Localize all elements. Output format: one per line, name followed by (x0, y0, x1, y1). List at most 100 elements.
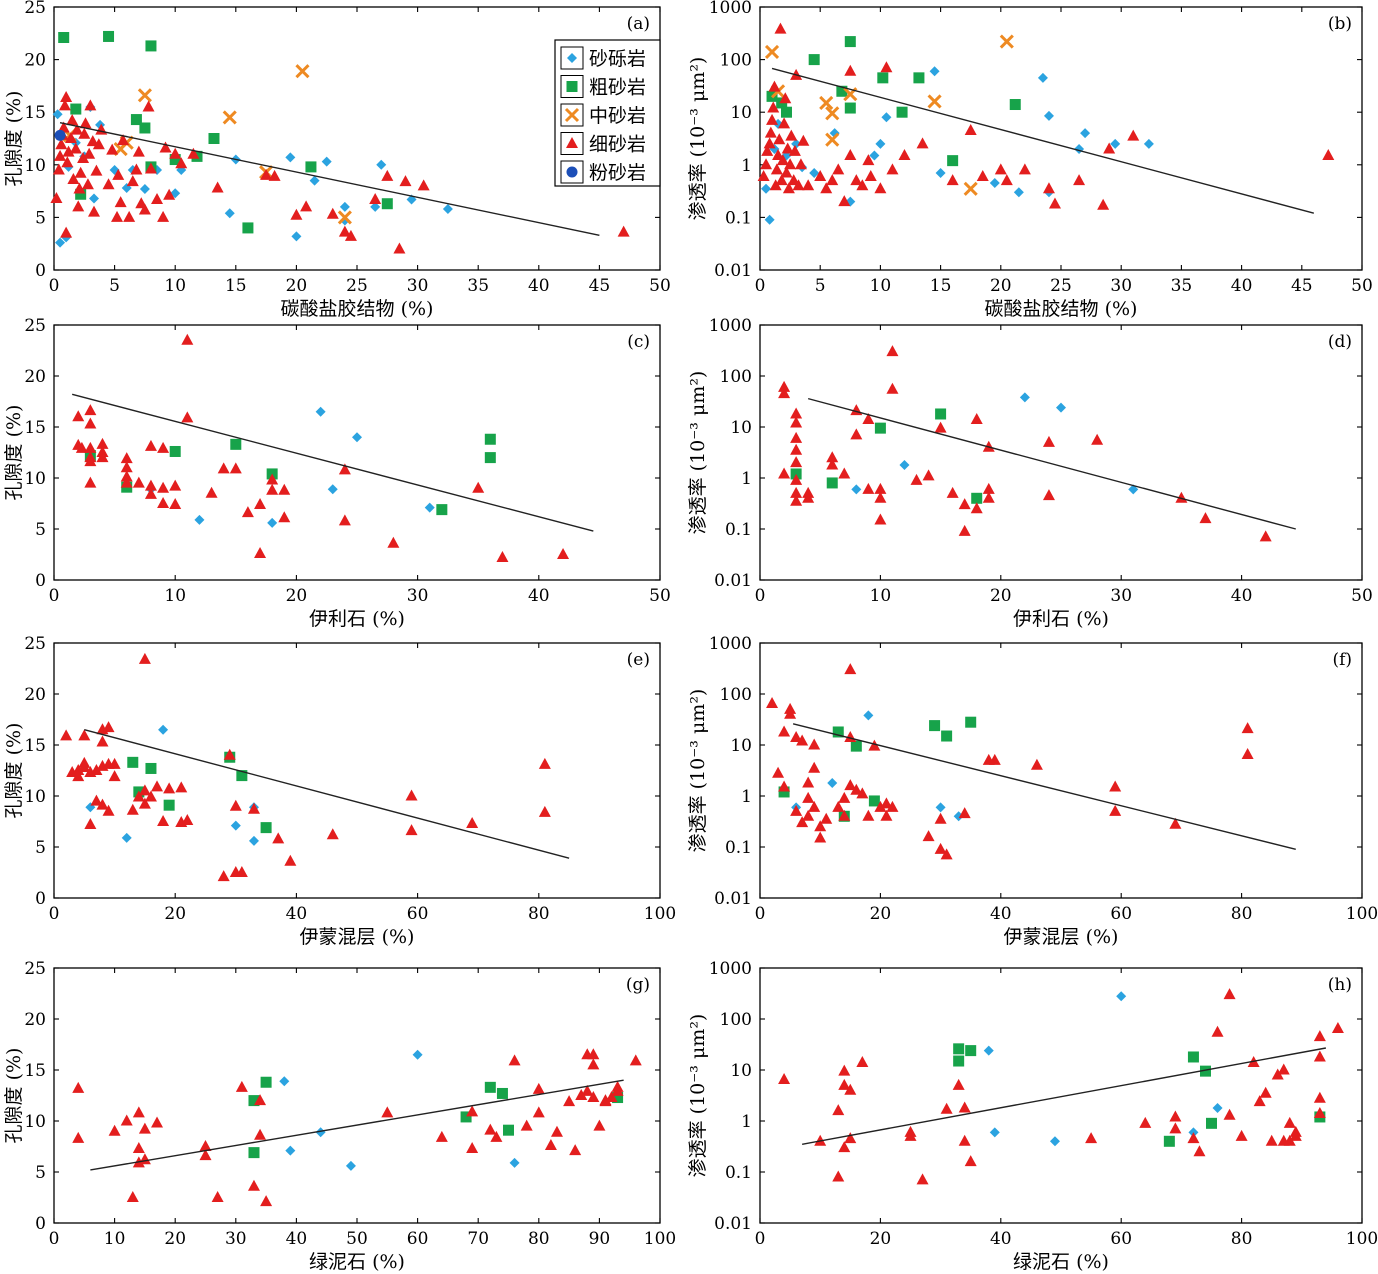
y-tick-label: 20 (24, 685, 46, 705)
data-point (272, 832, 285, 844)
data-point (300, 200, 313, 212)
data-point (934, 842, 947, 854)
data-point (295, 64, 310, 79)
data-point (832, 1170, 845, 1182)
data-point (96, 735, 109, 747)
data-point (285, 1145, 296, 1156)
data-point (790, 416, 803, 428)
data-point (229, 462, 242, 474)
data-point (544, 1138, 557, 1150)
data-point (792, 179, 805, 191)
y-tick-label: 25 (24, 634, 46, 654)
data-point (778, 117, 791, 129)
x-tick-label: 20 (164, 904, 186, 924)
data-point (1313, 1107, 1326, 1119)
data-point (970, 413, 983, 425)
data-point (290, 208, 303, 220)
data-point (779, 92, 792, 104)
data-point (941, 730, 953, 742)
data-point (132, 1106, 145, 1118)
x-tick-label: 40 (528, 276, 550, 296)
data-point (92, 138, 105, 150)
data-point (1187, 1132, 1200, 1144)
data-point (175, 781, 188, 793)
data-point (958, 1134, 971, 1146)
data-point (254, 498, 267, 510)
data-point (953, 1055, 965, 1067)
y-tick-label: 100 (720, 685, 752, 705)
x-tick-label: 40 (990, 904, 1012, 924)
x-tick-label: 15 (225, 276, 247, 296)
data-point (832, 163, 845, 175)
data-point (424, 502, 435, 513)
x-axis-label: 绿泥石 (%) (1013, 1251, 1109, 1273)
data-point (284, 854, 297, 866)
data-point (57, 121, 70, 133)
data-point (138, 1153, 151, 1165)
data-point (958, 498, 971, 510)
data-point (808, 54, 820, 66)
data-point (75, 188, 87, 200)
data-point (791, 138, 802, 149)
data-point (126, 803, 139, 815)
y-tick-label: 25 (24, 316, 46, 336)
legend-label: 粉砂岩 (589, 162, 646, 184)
data-point (1313, 1050, 1326, 1062)
data-point (1241, 722, 1254, 734)
data-point (1211, 1025, 1224, 1037)
data-point (163, 188, 176, 200)
data-point (838, 791, 851, 803)
data-point (169, 147, 182, 159)
x-tick-label: 50 (346, 1229, 368, 1249)
y-tick-label: 20 (24, 367, 46, 387)
data-point (248, 1095, 260, 1107)
data-point (778, 1073, 791, 1085)
data-point (934, 421, 947, 433)
data-point (1193, 1145, 1206, 1157)
data-point (132, 790, 145, 802)
data-point (496, 551, 509, 563)
x-tick-label: 50 (649, 586, 671, 606)
data-point (886, 163, 899, 175)
data-point (934, 812, 947, 824)
data-point (844, 102, 856, 114)
data-point (1223, 1108, 1236, 1120)
data-point (880, 797, 893, 809)
data-point (102, 804, 115, 816)
data-point (235, 1080, 248, 1092)
data-point (520, 1119, 533, 1131)
y-tick-label: 100 (720, 51, 752, 71)
data-point (958, 1101, 971, 1113)
panel-tag: (g) (626, 975, 650, 995)
data-point (484, 433, 496, 445)
y-axis-label: 渗透率 (10⁻³ μm²) (687, 1014, 709, 1178)
data-point (120, 470, 133, 482)
data-point (291, 231, 302, 242)
data-point (1019, 392, 1030, 403)
series-砂砾岩 (983, 991, 1223, 1147)
data-point (60, 226, 73, 238)
x-tick-label: 100 (1346, 904, 1378, 924)
data-point (881, 112, 892, 123)
data-point (1013, 187, 1024, 198)
data-point (874, 182, 887, 194)
plot-frame (759, 324, 1363, 581)
x-tick-label: 0 (755, 904, 766, 924)
series-细砂岩 (50, 90, 630, 254)
data-point (1037, 72, 1048, 83)
data-point (1127, 129, 1140, 141)
data-point (898, 149, 911, 161)
y-tick-label: 1000 (709, 316, 752, 336)
data-point (904, 1125, 917, 1137)
data-point (790, 731, 803, 743)
data-point (126, 1191, 139, 1202)
data-point (503, 1124, 514, 1136)
data-point (139, 122, 151, 134)
data-point (784, 158, 797, 170)
data-point (877, 72, 889, 84)
data-point (72, 764, 85, 775)
data-point (77, 151, 90, 163)
data-point (130, 163, 143, 175)
